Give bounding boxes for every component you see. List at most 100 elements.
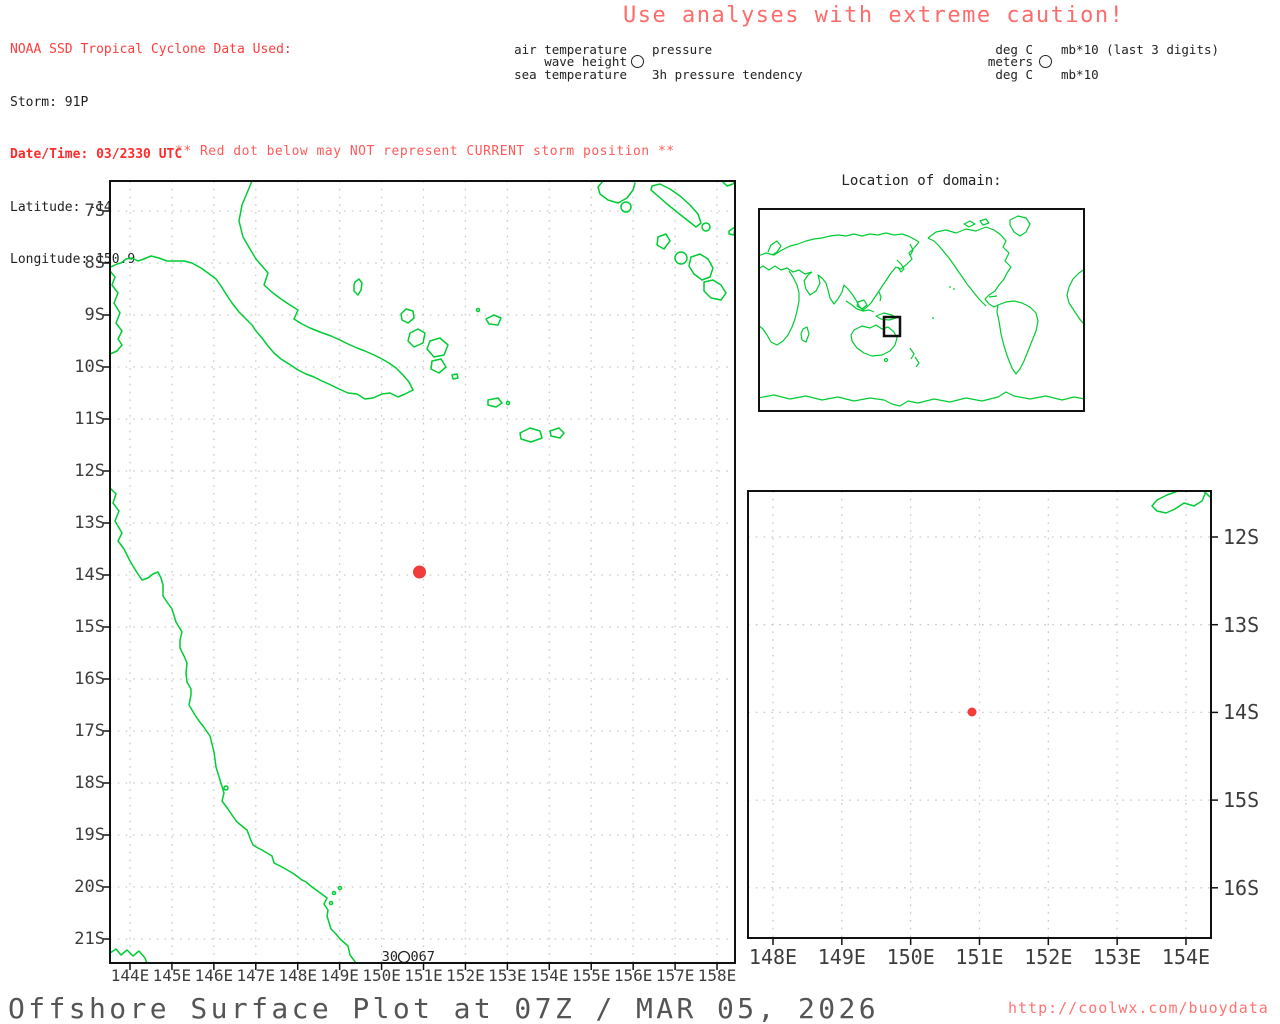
detail-map <box>747 490 1218 945</box>
detail-lon-label-153E: 153E <box>1093 945 1142 969</box>
south-asia-coastline <box>803 271 857 305</box>
units-pressure-mb: mb*10 (last 3 digits) <box>1061 41 1220 57</box>
world-locator-map <box>757 208 1086 412</box>
island <box>337 885 343 891</box>
source-url: http://coolwx.com/buoydata <box>1008 999 1269 1017</box>
main-lon-label-145E: 145E <box>152 966 192 985</box>
station-plot: 30 067 29 +1 <box>382 949 435 965</box>
south-america <box>996 300 1039 375</box>
island <box>451 373 459 380</box>
units-wave-meters: meters <box>987 54 1033 69</box>
main-lat-label-16S: 16S <box>74 669 105 689</box>
island <box>620 201 632 213</box>
units-air-deg-c: deg C <box>995 41 1033 57</box>
island <box>331 890 337 896</box>
island <box>475 307 481 313</box>
caution-title: Use analyses with extreme caution! <box>623 3 1125 28</box>
island <box>328 900 334 906</box>
scandinavia-coastline <box>767 240 782 256</box>
australia <box>850 324 898 357</box>
africa-west-coastline <box>1066 268 1086 326</box>
bougainville-coastline <box>688 253 714 281</box>
main-lat-label-11S: 11S <box>74 409 105 429</box>
main-lon-label-157E: 157E <box>655 966 695 985</box>
main-lat-label-14S: 14S <box>74 565 105 585</box>
detail-lat-label-14S: 14S <box>1223 700 1260 725</box>
new-zealand <box>909 347 915 360</box>
island <box>353 278 363 296</box>
gulf-of-papua-coastline <box>110 270 123 355</box>
greenland <box>1009 215 1031 237</box>
main-lon-label-144E: 144E <box>110 966 150 985</box>
main-lon-label-158E: 158E <box>697 966 737 985</box>
main-lon-label-150E: 150E <box>362 966 401 985</box>
island <box>487 397 503 408</box>
detail-lon-label-154E: 154E <box>1161 945 1211 969</box>
main-lon-label-147E: 147E <box>236 966 276 985</box>
units-sea-deg-c: deg C <box>995 66 1033 82</box>
station-circle-icon <box>1039 54 1052 68</box>
kamchatka <box>909 243 914 257</box>
arctic-island <box>963 220 976 228</box>
legend-wave-height: wave height <box>544 54 627 69</box>
africa-east-coastline <box>757 270 800 346</box>
main-lat-label-17S: 17S <box>74 721 105 741</box>
png-north-coastline <box>238 181 414 391</box>
queensland-coastline <box>110 487 357 963</box>
north-america-east-coastline <box>927 226 1012 308</box>
legend-pressure-tendency: 3h pressure tendency <box>652 66 803 82</box>
main-lat-label-7S: 7S <box>84 201 105 221</box>
main-lon-label-156E: 156E <box>613 966 653 985</box>
station-circle-icon <box>397 950 411 963</box>
storm-position-dot <box>967 707 977 717</box>
domain-map-title: Location of domain: <box>841 173 1002 189</box>
japan <box>896 259 905 273</box>
island <box>400 308 415 324</box>
world-map-frame <box>758 208 1085 412</box>
station-air-temp: 30 <box>382 949 398 965</box>
storm-position-dot <box>413 565 426 579</box>
borneo <box>856 299 868 310</box>
island <box>407 328 426 348</box>
detail-map-coastlines <box>967 491 1211 717</box>
detail-lat-label-16S: 16S <box>1223 875 1260 900</box>
cuba <box>988 295 998 298</box>
island <box>656 233 671 250</box>
world-coastlines <box>757 215 1086 407</box>
island <box>430 358 447 374</box>
detail-lon-label-148E: 148E <box>748 945 798 969</box>
indonesia-chain <box>845 300 875 313</box>
main-lon-label-154E: 154E <box>530 966 569 985</box>
domain-extent-box <box>882 315 902 338</box>
island <box>505 400 511 406</box>
detail-map-frame <box>747 490 1212 939</box>
datetime-line: Date/Time: 03/2330 UTC <box>10 147 183 162</box>
storm-position-warning: ** Red dot below may NOT represent CURRE… <box>175 144 675 159</box>
eurasia-arctic-coastline <box>757 232 920 257</box>
island <box>549 427 565 439</box>
main-lat-label-13S: 13S <box>74 513 105 533</box>
legend-air-temperature: air temperature <box>514 41 627 57</box>
island <box>703 279 727 301</box>
europe-mediterranean-coastline <box>757 265 813 275</box>
island-coastline <box>1151 491 1206 514</box>
pacific-island <box>949 286 951 288</box>
storm-id-line: Storm: 91P <box>10 94 89 110</box>
north-america-west-coastline <box>927 237 987 307</box>
detail-lat-label-12S: 12S <box>1223 525 1260 549</box>
pacific-island <box>932 317 934 319</box>
station-pressure: 067 <box>411 949 435 965</box>
units-tendency-mb: mb*10 <box>1061 66 1099 82</box>
main-lat-label-15S: 15S <box>74 617 105 637</box>
new-zealand <box>914 356 920 368</box>
main-map-frame <box>109 180 736 964</box>
main-lon-label-153E: 153E <box>488 966 527 985</box>
main-lat-label-10S: 10S <box>74 357 105 377</box>
detail-lon-label-152E: 152E <box>1024 945 1073 969</box>
arctic-island <box>979 218 990 226</box>
legend-sea-temperature: sea temperature <box>514 66 627 82</box>
island <box>701 222 711 232</box>
east-asia-coastline <box>855 241 920 311</box>
main-lat-label-21S: 21S <box>74 929 105 949</box>
